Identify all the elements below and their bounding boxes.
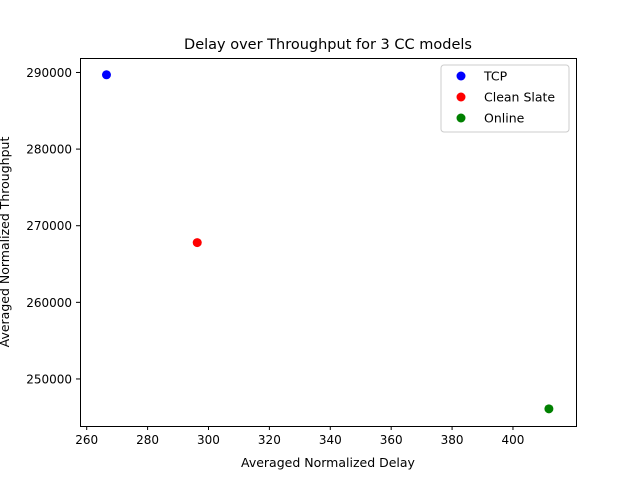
data-points (101, 70, 554, 414)
legend-marker (456, 71, 466, 81)
x-axis-label: Averaged Normalized Delay (241, 455, 416, 470)
x-tick-label: 340 (319, 433, 342, 447)
y-axis-label: Averaged Normalized Throughput (0, 137, 12, 348)
data-point-tcp (101, 70, 111, 80)
legend-label: TCP (483, 69, 508, 84)
legend-label: Clean Slate (484, 90, 555, 105)
data-point-online (544, 404, 554, 414)
legend-marker (456, 113, 466, 123)
axis-ticks: 260 280 300 320 340 360 380 400 250000 260000 2700… (26, 66, 524, 447)
legend: TCP Clean Slate Online (440, 64, 570, 133)
y-tick-label: 250000 (26, 372, 72, 386)
legend-box (440, 64, 570, 133)
y-tick-label: 280000 (26, 143, 72, 157)
x-tick-label: 400 (502, 433, 525, 447)
x-tick-label: 300 (197, 433, 220, 447)
x-tick-label: 260 (75, 433, 98, 447)
x-tick-label: 360 (380, 433, 403, 447)
y-tick-label: 260000 (26, 296, 72, 310)
x-tick-label: 380 (441, 433, 464, 447)
legend-label: Online (484, 111, 525, 126)
y-tick-label: 270000 (26, 219, 72, 233)
legend-marker (456, 92, 466, 102)
data-point-clean-slate (192, 238, 202, 248)
y-tick-label: 290000 (26, 66, 72, 80)
x-tick-label: 320 (258, 433, 281, 447)
plot-frame (80, 58, 577, 427)
chart-title: Delay over Throughput for 3 CC models (184, 37, 472, 53)
x-tick-label: 280 (136, 433, 159, 447)
